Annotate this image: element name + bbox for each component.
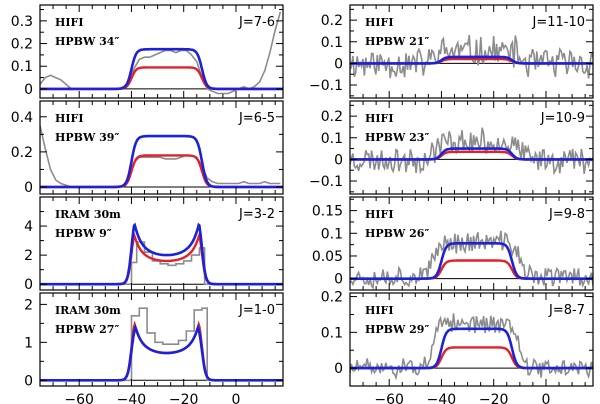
y-tick-label: 0 — [334, 56, 343, 72]
plot-frame — [349, 100, 594, 195]
beam-label: HPBW 27″ — [55, 323, 119, 336]
plot-frame — [39, 196, 284, 291]
transition-label: J=11-10 — [531, 15, 585, 30]
beam-label: HPBW 23″ — [365, 131, 429, 144]
model-blue-curve — [40, 323, 283, 382]
y-tick-label: −0.1 — [309, 78, 343, 94]
y-tick-label: 0.15 — [312, 204, 343, 220]
model-blue-curve — [40, 222, 283, 286]
transition-label: J=10-9 — [540, 111, 585, 126]
telescope-label: HIFI — [365, 112, 394, 125]
x-tick-label: −60 — [374, 392, 404, 404]
y-tick-label: 0.1 — [321, 35, 343, 51]
beam-label: HPBW 21″ — [365, 35, 429, 48]
y-tick-label: 0 — [24, 82, 33, 98]
y-tick-label: 0 — [24, 373, 33, 389]
y-tick-label: 0.1 — [321, 325, 343, 341]
y-tick-label: 0 — [334, 361, 343, 377]
telescope-label: HIFI — [365, 16, 394, 29]
telescope-label: HIFI — [365, 208, 394, 221]
y-tick-label: 2 — [24, 248, 33, 264]
x-tick-label: −40 — [117, 392, 147, 404]
observed-spectrum — [40, 307, 283, 382]
panel-j-1-0: −60 −40 −20 0 0 1 2 IRAM 30m HPBW 27″ J=1-0 — [24, 292, 284, 404]
x-tick-label: −20 — [169, 392, 199, 404]
model-red-curve — [40, 66, 283, 91]
panel-j-10-9: −0.1 0 0.1 0.2 HIFI HPBW 23″ J=10-9 — [309, 100, 594, 195]
model-blue-curve — [40, 47, 283, 91]
x-tick-label: 0 — [542, 392, 551, 404]
model-blue-curve — [40, 134, 283, 189]
transition-label: J=9-8 — [548, 207, 585, 222]
y-tick-label: 2 — [24, 297, 33, 313]
telescope-label: HIFI — [55, 112, 84, 125]
y-tick-label: 0 — [334, 152, 343, 168]
model-blue-curve — [350, 55, 593, 65]
plot-frame — [39, 4, 284, 99]
x-tick-label: 0 — [232, 392, 241, 404]
model-blue-curve — [350, 242, 593, 280]
panel-j-11-10: −0.1 0 0.1 0.2 HIFI HPBW 21″ J=11-10 — [309, 4, 594, 99]
transition-label: J=6-5 — [238, 111, 275, 126]
panel-j-6-5: 0 0.2 0.4 HIFI HPBW 39″ J=6-5 — [11, 100, 284, 196]
transition-label: J=7-6 — [238, 15, 275, 30]
y-tick-label: 0 — [334, 272, 343, 288]
y-tick-label: 0.05 — [312, 249, 343, 265]
x-tick-label: −40 — [427, 392, 457, 404]
y-tick-label: 4 — [24, 219, 33, 235]
y-tick-label: 0.2 — [321, 290, 343, 306]
y-tick-label: 0.1 — [321, 131, 343, 147]
panel-j-3-2: 0 2 4 IRAM 30m HPBW 9″ J=3-2 — [24, 196, 284, 293]
x-tick-label: −20 — [479, 392, 509, 404]
x-tick-label: −60 — [64, 392, 94, 404]
plot-frame — [349, 4, 594, 99]
transition-label: J=8-7 — [548, 303, 585, 318]
plot-frame — [39, 292, 284, 387]
plot-frame — [39, 100, 284, 195]
y-tick-label: 0 — [24, 277, 33, 293]
y-tick-label: 0.2 — [321, 109, 343, 125]
beam-label: HPBW 9″ — [55, 227, 112, 240]
y-tick-label: 0.1 — [11, 59, 33, 75]
plot-frame — [349, 292, 594, 387]
y-tick-label: 1 — [24, 335, 33, 351]
model-blue-curve — [350, 327, 593, 370]
y-tick-label: 0.3 — [11, 14, 33, 30]
beam-label: HPBW 39″ — [55, 131, 119, 144]
transition-label: J=1-0 — [238, 303, 275, 318]
panel-j-9-8: 0 0.05 0.1 0.15 HIFI HPBW 26″ J=9-8 — [312, 196, 594, 291]
beam-label: HPBW 29″ — [365, 323, 429, 336]
model-blue-curve — [350, 147, 593, 161]
panel-j-7-6: 0 0.1 0.2 0.3 HIFI HPBW 34″ J=7-6 — [11, 4, 284, 99]
telescope-label: HIFI — [365, 304, 394, 317]
y-tick-label: 0.4 — [11, 110, 33, 126]
plot-frame — [349, 196, 594, 291]
observed-spectrum — [350, 313, 593, 381]
y-tick-label: −0.1 — [309, 174, 343, 190]
y-tick-label: 0.2 — [11, 145, 33, 161]
y-tick-label: 0.2 — [321, 13, 343, 29]
transition-label: J=3-2 — [238, 207, 275, 222]
telescope-label: IRAM 30m — [55, 208, 121, 221]
panel-j-8-7: −60 −40 −20 0 0 0.1 0.2 HIFI HPBW 29″ J=8-7 — [321, 290, 594, 404]
model-red-curve — [40, 230, 283, 286]
beam-label: HPBW 26″ — [365, 227, 429, 240]
beam-label: HPBW 34″ — [55, 35, 119, 48]
telescope-label: HIFI — [55, 16, 84, 29]
y-tick-label: 0.1 — [321, 226, 343, 242]
observed-spectrum — [40, 241, 283, 285]
telescope-label: IRAM 30m — [55, 304, 121, 317]
y-tick-label: 0.2 — [11, 37, 33, 53]
y-tick-label: 0 — [24, 180, 33, 196]
